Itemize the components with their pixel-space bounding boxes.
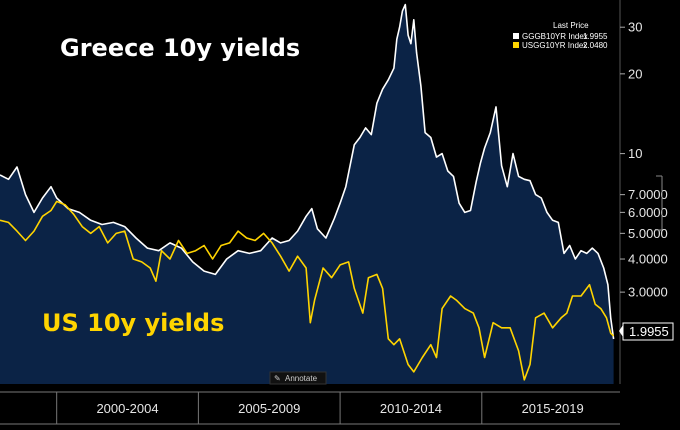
legend-swatch-us bbox=[513, 42, 519, 48]
annotate-label: Annotate bbox=[285, 374, 318, 383]
last-value-pointer bbox=[619, 325, 623, 337]
y-tick-label: 30 bbox=[628, 20, 642, 35]
legend-us-value: 2.0480 bbox=[583, 41, 608, 50]
y-tick-label: 10 bbox=[628, 146, 642, 161]
legend-box bbox=[507, 18, 611, 54]
x-period-label: 2015-2019 bbox=[522, 401, 584, 416]
legend-us-name: USGG10YR Index bbox=[522, 41, 587, 50]
x-period-label: 2005-2009 bbox=[238, 401, 300, 416]
greece-title: Greece 10y yields bbox=[60, 34, 300, 62]
legend-swatch-greece bbox=[513, 33, 519, 39]
y-tick-label: 4.0000 bbox=[628, 252, 668, 267]
legend-greece-value: 1.9955 bbox=[583, 32, 608, 41]
us-title: US 10y yields bbox=[42, 309, 224, 337]
x-period-label: 2010-2014 bbox=[380, 401, 442, 416]
legend: Last Price GGGB10YR Index 1.9955 USGG10Y… bbox=[507, 18, 611, 54]
x-period-label: 2000-2004 bbox=[96, 401, 158, 416]
annotate-icon: ✎ bbox=[274, 374, 281, 383]
y-tick-label: 20 bbox=[628, 66, 642, 81]
greece-area-fill bbox=[0, 4, 614, 384]
annotate-button[interactable]: ✎ Annotate bbox=[269, 371, 327, 385]
legend-greece-name: GGGB10YR Index bbox=[522, 32, 588, 41]
scroll-bracket[interactable] bbox=[656, 175, 663, 231]
last-value-marker: 1.9955 bbox=[619, 322, 674, 341]
y-tick-label: 3.0000 bbox=[628, 285, 668, 300]
last-value-label: 1.9955 bbox=[629, 324, 669, 339]
y-tick-label: 7.0000 bbox=[628, 187, 668, 202]
y-tick-label: 6.0000 bbox=[628, 205, 668, 220]
us-yield-line bbox=[0, 200, 615, 381]
legend-header: Last Price bbox=[553, 21, 589, 30]
greece-yield-line bbox=[0, 3, 615, 340]
